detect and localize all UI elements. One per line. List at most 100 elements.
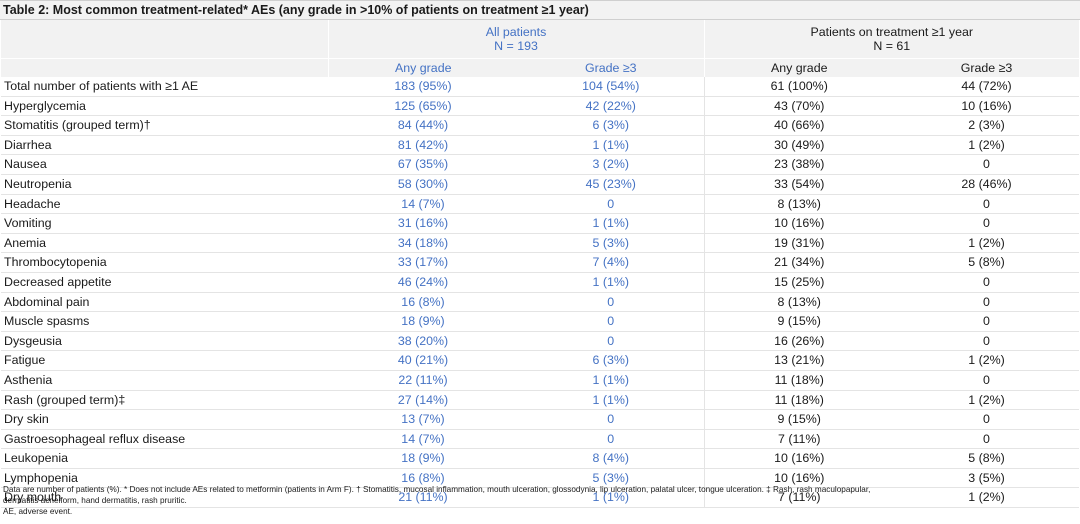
- cell-long-grade-3: 1 (2%): [894, 390, 1079, 411]
- table-row: Dry skin 13 (7%) 0 9 (15%) 0: [1, 409, 1079, 430]
- cell-long-any-grade: 8 (13%): [703, 194, 894, 215]
- row-label: Diarrhea: [1, 135, 328, 156]
- cell-long-grade-3: 0: [894, 194, 1079, 215]
- row-label: Asthenia: [1, 370, 328, 391]
- cell-all-grade-3: 1 (1%): [518, 487, 704, 509]
- table-row: Lymphopenia 16 (8%) 5 (3%) 10 (16%) 3 (5%): [1, 468, 1079, 489]
- col-long-any-grade: Any grade: [704, 58, 894, 77]
- table-row: Stomatitis (grouped term)† 84 (44%) 6 (3%)…: [1, 115, 1079, 136]
- cell-long-any-grade: 33 (54%): [703, 174, 894, 195]
- cell-long-any-grade: 13 (21%): [703, 350, 894, 371]
- cell-long-any-grade: 15 (25%): [703, 272, 894, 293]
- cell-long-any-grade: 9 (15%): [703, 409, 894, 430]
- table-row: Anemia 34 (18%) 5 (3%) 19 (31%) 1 (2%): [1, 233, 1079, 254]
- group-long-title: Patients on treatment ≥1 year: [810, 24, 973, 39]
- cell-long-any-grade: 61 (100%): [703, 77, 894, 97]
- table-row: Neutropenia 58 (30%) 45 (23%) 33 (54%) 28 (4…: [1, 174, 1079, 195]
- cell-all-grade-3: 6 (3%): [518, 115, 704, 136]
- row-label: Abdominal pain: [1, 292, 328, 313]
- cell-long-any-grade: 11 (18%): [703, 390, 894, 411]
- group-long-n: N = 61: [873, 39, 911, 53]
- cell-all-grade-3: 7 (4%): [518, 252, 704, 273]
- cell-long-grade-3: 0: [894, 409, 1079, 430]
- table-row: Dry mouth 21 (11%) 1 (1%) 7 (11%) 1 (2%): [1, 487, 1079, 509]
- cell-long-grade-3: 28 (46%): [894, 174, 1079, 195]
- table-title: Table 2: Most common treatment-related* …: [0, 0, 1080, 20]
- cell-all-any-grade: 13 (7%): [328, 409, 518, 430]
- cell-all-any-grade: 31 (16%): [328, 213, 518, 234]
- cell-long-any-grade: 7 (11%): [703, 487, 894, 509]
- cell-all-grade-3: 0: [518, 331, 704, 352]
- row-label: Total number of patients with ≥1 AE: [1, 77, 328, 97]
- table-row: Abdominal pain 16 (8%) 0 8 (13%) 0: [1, 292, 1079, 313]
- footnotes: Data are number of patients (%). * Does …: [3, 484, 1073, 517]
- row-label: Fatigue: [1, 350, 328, 371]
- table-row: Dysgeusia 38 (20%) 0 16 (26%) 0: [1, 331, 1079, 352]
- cell-all-grade-3: 0: [518, 292, 704, 313]
- cell-long-any-grade: 7 (11%): [703, 429, 894, 450]
- row-label: Dry skin: [1, 409, 328, 430]
- row-label: Thrombocytopenia: [1, 252, 328, 273]
- table-row: Vomiting 31 (16%) 1 (1%) 10 (16%) 0: [1, 213, 1079, 234]
- cell-long-grade-3: 1 (2%): [894, 487, 1079, 509]
- cell-all-grade-3: 0: [518, 194, 704, 215]
- cell-long-grade-3: 3 (5%): [894, 468, 1079, 489]
- cell-all-grade-3: 6 (3%): [518, 350, 704, 371]
- cell-long-grade-3: 2 (3%): [894, 115, 1079, 136]
- cell-long-any-grade: 30 (49%): [703, 135, 894, 156]
- col-all-any-grade: Any grade: [327, 58, 518, 77]
- cell-all-grade-3: 42 (22%): [518, 96, 704, 117]
- table-row: Diarrhea 81 (42%) 1 (1%) 30 (49%) 1 (2%): [1, 135, 1079, 156]
- cell-all-grade-3: 0: [518, 429, 704, 450]
- cell-long-grade-3: 0: [894, 331, 1079, 352]
- cell-all-any-grade: 58 (30%): [328, 174, 518, 195]
- row-label: Hyperglycemia: [1, 96, 328, 117]
- cell-all-grade-3: 1 (1%): [518, 390, 704, 411]
- cell-long-grade-3: 0: [894, 311, 1079, 332]
- cell-all-grade-3: 104 (54%): [518, 77, 704, 97]
- cell-all-any-grade: 14 (7%): [328, 194, 518, 215]
- cell-long-any-grade: 10 (16%): [703, 448, 894, 469]
- cell-long-grade-3: 0: [894, 272, 1079, 293]
- cell-all-grade-3: 45 (23%): [518, 174, 704, 195]
- col-long-grade-3: Grade ≥3: [894, 58, 1079, 77]
- cell-long-any-grade: 16 (26%): [703, 331, 894, 352]
- group-header-long-treatment: Patients on treatment ≥1 year N = 61: [704, 20, 1079, 59]
- group-all-title: All patients: [485, 24, 547, 39]
- row-label: Vomiting: [1, 213, 328, 234]
- cell-all-any-grade: 27 (14%): [328, 390, 518, 411]
- table-row: Asthenia 22 (11%) 1 (1%) 11 (18%) 0: [1, 370, 1079, 391]
- row-label: Anemia: [1, 233, 328, 254]
- cell-all-any-grade: 16 (8%): [328, 468, 518, 489]
- column-header-row: Any grade Grade ≥3 Any grade Grade ≥3: [1, 58, 1079, 77]
- cell-all-any-grade: 46 (24%): [328, 272, 518, 293]
- row-label: Rash (grouped term)‡: [1, 390, 328, 411]
- cell-long-grade-3: 5 (8%): [894, 252, 1079, 273]
- col-all-grade-3: Grade ≥3: [518, 58, 705, 77]
- cell-long-any-grade: 9 (15%): [703, 311, 894, 332]
- header-label-cell: [1, 58, 328, 77]
- cell-all-any-grade: 38 (20%): [328, 331, 518, 352]
- cell-all-grade-3: 1 (1%): [518, 272, 704, 293]
- cell-long-grade-3: 0: [894, 154, 1079, 175]
- cell-long-grade-3: 0: [894, 292, 1079, 313]
- table-row: Rash (grouped term)‡ 27 (14%) 1 (1%) 11 (18…: [1, 390, 1079, 411]
- cell-all-grade-3: 1 (1%): [518, 370, 704, 391]
- row-label: Gastroesophageal reflux disease: [1, 429, 328, 450]
- cell-all-grade-3: 0: [518, 311, 704, 332]
- cell-all-grade-3: 5 (3%): [518, 468, 704, 489]
- group-header-row: All patients N = 193 Patients on treatme…: [1, 20, 1079, 59]
- row-label: Headache: [1, 194, 328, 215]
- row-label: Lymphopenia: [1, 468, 328, 489]
- cell-long-any-grade: 21 (34%): [703, 252, 894, 273]
- table-row: Thrombocytopenia 33 (17%) 7 (4%) 21 (34%) 5 …: [1, 252, 1079, 273]
- cell-long-grade-3: 1 (2%): [894, 135, 1079, 156]
- cell-all-grade-3: 1 (1%): [518, 213, 704, 234]
- cell-long-any-grade: 8 (13%): [703, 292, 894, 313]
- table-row: Hyperglycemia 125 (65%) 42 (22%) 43 (70%) 10…: [1, 96, 1079, 117]
- cell-long-grade-3: 1 (2%): [894, 350, 1079, 371]
- cell-all-any-grade: 22 (11%): [328, 370, 518, 391]
- cell-long-grade-3: 44 (72%): [894, 77, 1079, 97]
- cell-long-any-grade: 23 (38%): [703, 154, 894, 175]
